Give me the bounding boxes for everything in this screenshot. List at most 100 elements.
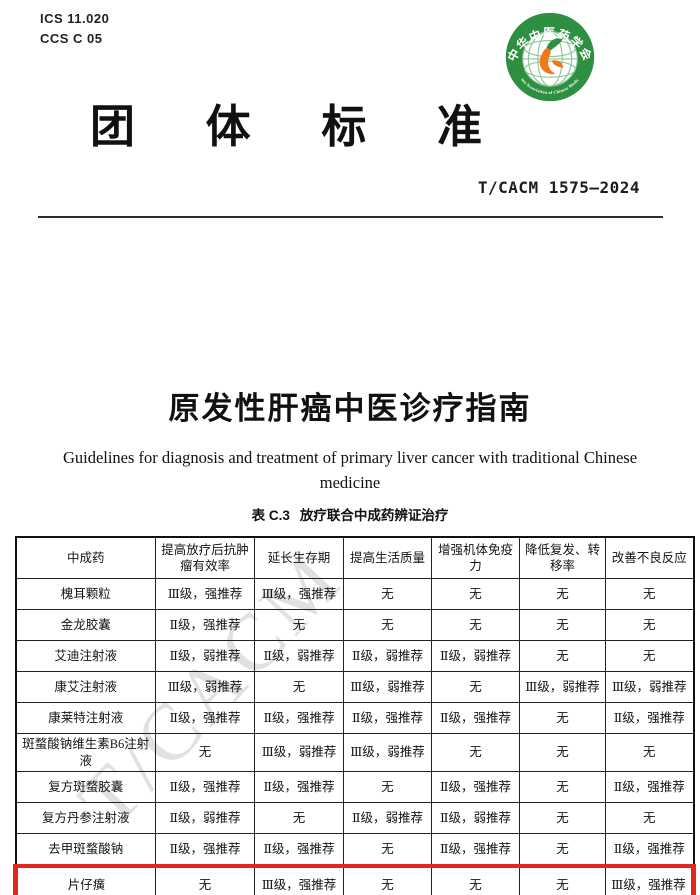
evidence-cell: 无	[519, 640, 606, 672]
evidence-cell: Ⅲ级，强推荐	[254, 578, 344, 610]
evidence-cell: Ⅱ级，强推荐	[155, 702, 255, 734]
evidence-cell: Ⅱ级，弱推荐	[254, 640, 344, 672]
drug-name-cell: 康莱特注射液	[15, 702, 156, 734]
column-header-adverse-reaction: 改善不良反应	[605, 536, 694, 579]
evidence-cell: 无	[254, 609, 344, 641]
evidence-cell: Ⅱ级，强推荐	[605, 702, 694, 734]
table-row: 斑蝥酸钠维生素B6注射液无 Ⅲ级，弱推荐 Ⅲ级，弱推荐无无无	[15, 733, 694, 772]
title-char: 准	[436, 101, 482, 152]
evidence-cell: Ⅲ级，弱推荐	[155, 671, 255, 703]
evidence-cell: Ⅱ级，弱推荐	[431, 802, 520, 834]
evidence-cell: Ⅱ级，强推荐	[155, 609, 255, 641]
evidence-cell: Ⅲ级，弱推荐	[605, 671, 694, 703]
logo-leaf-shape	[545, 37, 564, 56]
ics-code: ICS 11.020	[40, 11, 110, 26]
evidence-cell: Ⅱ级，强推荐	[605, 833, 694, 867]
evidence-cell: 无	[519, 802, 606, 834]
table-row-highlighted: 片仔癀无 Ⅲ级，强推荐无无无 Ⅲ级，强推荐	[13, 864, 696, 895]
evidence-cell: Ⅱ级，强推荐	[343, 702, 432, 734]
evidence-cell: Ⅲ级，弱推荐	[343, 671, 432, 703]
drug-name-cell: 复方丹参注射液	[15, 802, 156, 834]
evidence-cell: 无	[519, 833, 606, 867]
evidence-cell: Ⅲ级，弱推荐	[343, 733, 432, 772]
org-standard-title: 团 体 标 准	[90, 100, 482, 154]
table-row: 金龙胶囊 Ⅱ级，强推荐无无无无无	[15, 609, 694, 641]
evidence-cell: 无	[431, 864, 520, 895]
evidence-cell: 无	[519, 578, 606, 610]
drug-name-cell: 康艾注射液	[15, 671, 156, 703]
document-title: 原发性肝癌中医诊疗指南	[168, 391, 532, 426]
column-header-recurrence: 降低复发、转移率	[519, 536, 606, 579]
evidence-cell: 无	[605, 578, 694, 610]
title-char: 团	[90, 101, 136, 152]
evidence-cell: 无	[605, 640, 694, 672]
evidence-cell: Ⅱ级，弱推荐	[343, 802, 432, 834]
evidence-cell: Ⅱ级，强推荐	[431, 771, 520, 803]
evidence-cell: Ⅱ级，弱推荐	[155, 802, 255, 834]
drug-name-cell: 艾迪注射液	[15, 640, 156, 672]
evidence-cell: Ⅱ级，强推荐	[254, 702, 344, 734]
document-title-english-line2: medicine	[319, 472, 381, 492]
column-header-survival: 延长生存期	[254, 536, 344, 579]
evidence-cell: Ⅲ级，弱推荐	[254, 733, 344, 772]
cacm-logo-icon: 中华中医药学会 China Association of Chinese Med…	[503, 10, 597, 104]
document-title-english-line1: Guidelines for diagnosis and treatment o…	[62, 448, 638, 467]
column-header-quality-of-life: 提高生活质量	[343, 536, 432, 579]
evidence-cell: Ⅱ级，强推荐	[254, 771, 344, 803]
evidence-cell: Ⅱ级，强推荐	[155, 833, 255, 867]
evidence-cell: Ⅱ级，强推荐	[605, 771, 694, 803]
drug-name-cell: 复方斑蝥胶囊	[15, 771, 156, 803]
column-header-drug: 中成药	[15, 536, 156, 579]
evidence-cell: 无	[605, 802, 694, 834]
evidence-cell: 无	[343, 864, 432, 895]
table-header-row: 中成药 提高放疗后抗肿瘤有效率 延长生存期 提高生活质量 增强机体免疫力 降低复…	[15, 536, 694, 579]
header-divider	[38, 216, 663, 218]
evidence-cell: 无	[519, 733, 606, 772]
drug-name-cell: 槐耳颗粒	[15, 578, 156, 610]
document-title-english: Guidelines for diagnosis and treatment o…	[0, 446, 700, 496]
evidence-cell: Ⅲ级，强推荐	[155, 578, 255, 610]
evidence-cell: 无	[519, 609, 606, 641]
table-row: 复方丹参注射液 Ⅱ级，弱推荐无 Ⅱ级，弱推荐 Ⅱ级，弱推荐无无	[15, 802, 694, 834]
evidence-cell: 无	[431, 733, 520, 772]
evidence-cell: Ⅱ级，强推荐	[431, 702, 520, 734]
classification-codes: ICS 11.020 CCS C 05	[40, 9, 109, 49]
evidence-cell: Ⅲ级，弱推荐	[519, 671, 606, 703]
evidence-cell: 无	[343, 578, 432, 610]
evidence-cell: 无	[343, 833, 432, 867]
evidence-cell: 无	[431, 578, 520, 610]
column-header-antitumor-rate: 提高放疗后抗肿瘤有效率	[155, 536, 255, 579]
drug-name-cell: 片仔癀	[13, 864, 156, 895]
evidence-cell: 无	[155, 864, 255, 895]
evidence-cell: Ⅱ级，强推荐	[155, 771, 255, 803]
table-caption: 表 C.3 放疗联合中成药辨证治疗	[0, 504, 700, 524]
evidence-cell: Ⅱ级，强推荐	[254, 833, 344, 867]
standard-number: T/CACM 1575—2024	[477, 178, 640, 197]
evidence-cell: 无	[254, 802, 344, 834]
title-char: 标	[321, 101, 367, 152]
drug-name-cell: 金龙胶囊	[15, 609, 156, 641]
evidence-cell: 无	[605, 609, 694, 641]
evidence-cell: Ⅱ级，强推荐	[431, 833, 520, 867]
table-row: 艾迪注射液 Ⅱ级，弱推荐 Ⅱ级，弱推荐 Ⅱ级，弱推荐 Ⅱ级，弱推荐无无	[15, 640, 694, 672]
table-row: 槐耳颗粒 Ⅲ级，强推荐 Ⅲ级，强推荐无无无无	[15, 578, 694, 610]
drug-name-cell: 去甲斑蝥酸钠	[15, 833, 156, 867]
evidence-cell: 无	[605, 733, 694, 772]
evidence-cell: 无	[254, 671, 344, 703]
evidence-cell: Ⅱ级，弱推荐	[431, 640, 520, 672]
evidence-cell: Ⅲ级，强推荐	[605, 864, 696, 895]
table-row: 康艾注射液 Ⅲ级，弱推荐无 Ⅲ级，弱推荐无 Ⅲ级，弱推荐 Ⅲ级，弱推荐	[15, 671, 694, 703]
evidence-cell: 无	[343, 609, 432, 641]
evidence-cell: Ⅱ级，弱推荐	[343, 640, 432, 672]
evidence-cell: 无	[519, 771, 606, 803]
logo-figure-shape	[539, 48, 556, 75]
evidence-cell: Ⅲ级，强推荐	[254, 864, 344, 895]
table-caption-title: 放疗联合中成药辨证治疗	[299, 508, 449, 523]
ccs-code: CCS C 05	[40, 31, 103, 46]
treatment-evidence-table: 中成药 提高放疗后抗肿瘤有效率 延长生存期 提高生活质量 增强机体免疫力 降低复…	[13, 536, 696, 895]
table-row: 复方斑蝥胶囊 Ⅱ级，强推荐 Ⅱ级，强推荐无 Ⅱ级，强推荐无 Ⅱ级，强推荐	[15, 771, 694, 803]
evidence-cell: 无	[155, 733, 255, 772]
evidence-cell: 无	[519, 864, 606, 895]
evidence-cell: Ⅱ级，弱推荐	[155, 640, 255, 672]
table-row: 去甲斑蝥酸钠 Ⅱ级，强推荐 Ⅱ级，强推荐无 Ⅱ级，强推荐无 Ⅱ级，强推荐	[15, 833, 694, 867]
